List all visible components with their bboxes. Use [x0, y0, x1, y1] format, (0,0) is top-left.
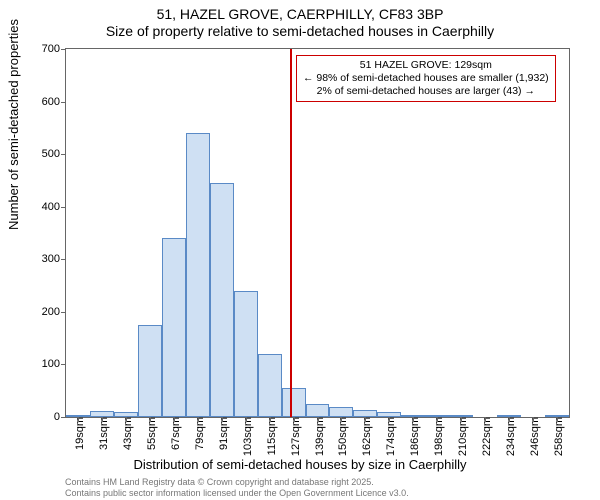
chart-title: 51, HAZEL GROVE, CAERPHILLY, CF83 3BP Si…	[0, 0, 600, 40]
x-tick-mark	[365, 417, 366, 422]
histogram-bar	[258, 354, 282, 417]
y-tick-mark	[61, 259, 66, 260]
title-line-1: 51, HAZEL GROVE, CAERPHILLY, CF83 3BP	[0, 6, 600, 23]
histogram-bar	[329, 407, 353, 418]
x-tick-label: 127sqm	[286, 417, 302, 456]
histogram-bar	[138, 325, 162, 417]
plot-area: 51 HAZEL GROVE: 129sqm ← 98% of semi-det…	[65, 48, 570, 418]
y-axis-label: Number of semi-detached properties	[6, 19, 21, 230]
x-tick-label: 115sqm	[262, 417, 278, 455]
y-tick-mark	[61, 102, 66, 103]
x-tick-mark	[222, 417, 223, 422]
x-tick-label: 234sqm	[501, 417, 517, 456]
x-tick-mark	[246, 417, 247, 422]
x-tick-label: 210sqm	[453, 417, 469, 456]
histogram-bar	[306, 404, 330, 417]
x-tick-label: 103sqm	[238, 417, 254, 456]
x-tick-label: 162sqm	[357, 417, 373, 456]
x-tick-label: 150sqm	[333, 417, 349, 456]
x-tick-mark	[318, 417, 319, 422]
x-tick-mark	[437, 417, 438, 422]
x-tick-mark	[413, 417, 414, 422]
y-tick-mark	[61, 154, 66, 155]
x-axis-label: Distribution of semi-detached houses by …	[0, 457, 600, 472]
y-tick-mark	[61, 312, 66, 313]
x-tick-mark	[509, 417, 510, 422]
x-tick-label: 246sqm	[525, 417, 541, 456]
annotation-line-2: 2% of semi-detached houses are larger (4…	[303, 85, 549, 98]
x-tick-label: 186sqm	[405, 417, 421, 456]
x-tick-label: 258sqm	[549, 417, 565, 456]
histogram-bar	[282, 388, 306, 417]
x-tick-mark	[174, 417, 175, 422]
annotation-box: 51 HAZEL GROVE: 129sqm ← 98% of semi-det…	[296, 55, 556, 102]
y-tick-mark	[61, 49, 66, 50]
x-tick-mark	[341, 417, 342, 422]
y-tick-mark	[61, 417, 66, 418]
x-tick-mark	[270, 417, 271, 422]
y-tick-mark	[61, 207, 66, 208]
x-tick-mark	[461, 417, 462, 422]
x-tick-mark	[78, 417, 79, 422]
x-tick-mark	[389, 417, 390, 422]
annotation-line-0: 51 HAZEL GROVE: 129sqm	[303, 59, 549, 72]
histogram-bar	[162, 238, 186, 417]
x-tick-mark	[198, 417, 199, 422]
x-tick-mark	[485, 417, 486, 422]
y-tick-mark	[61, 364, 66, 365]
reference-line	[290, 49, 292, 417]
x-tick-label: 174sqm	[381, 417, 397, 456]
x-tick-mark	[126, 417, 127, 422]
attribution-line-2: Contains public sector information licen…	[65, 488, 409, 498]
annotation-line-1: ← 98% of semi-detached houses are smalle…	[303, 72, 549, 85]
histogram-bar	[186, 133, 210, 417]
x-tick-label: 139sqm	[310, 417, 326, 456]
x-tick-mark	[533, 417, 534, 422]
histogram-bar	[353, 410, 377, 417]
x-tick-mark	[557, 417, 558, 422]
x-tick-mark	[294, 417, 295, 422]
histogram-bar	[210, 183, 234, 417]
x-tick-label: 198sqm	[429, 417, 445, 456]
attribution: Contains HM Land Registry data © Crown c…	[65, 477, 409, 498]
attribution-line-1: Contains HM Land Registry data © Crown c…	[65, 477, 409, 487]
x-tick-mark	[150, 417, 151, 422]
histogram-bar	[234, 291, 258, 417]
x-tick-label: 222sqm	[477, 417, 493, 456]
title-line-2: Size of property relative to semi-detach…	[0, 23, 600, 40]
chart-container: 51, HAZEL GROVE, CAERPHILLY, CF83 3BP Si…	[0, 0, 600, 500]
x-tick-mark	[102, 417, 103, 422]
